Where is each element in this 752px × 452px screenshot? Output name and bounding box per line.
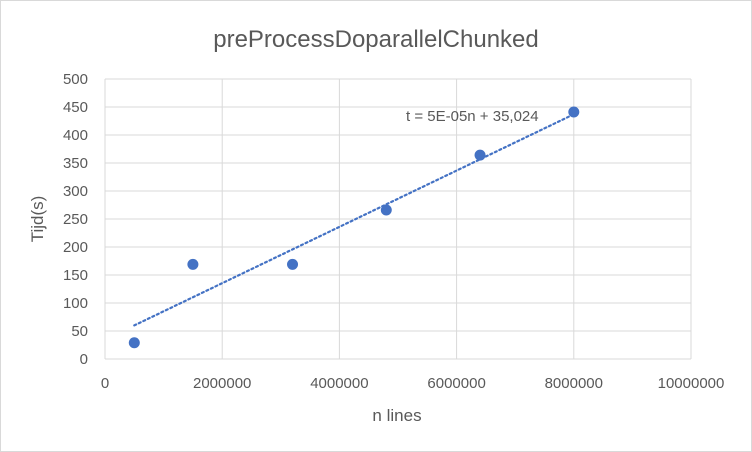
x-tick-label: 0: [101, 375, 109, 392]
x-axis-title: n lines: [372, 406, 421, 425]
x-axis-ticks: 0 2000000 4000000 6000000 8000000 10000000: [101, 375, 725, 392]
trendline-equation-label: t = 5E-05n + 35,024: [406, 108, 539, 125]
x-tick-label: 10000000: [658, 375, 725, 392]
y-tick-label: 450: [63, 99, 88, 116]
data-point: [187, 258, 199, 270]
x-tick-label: 4000000: [310, 375, 368, 392]
data-point: [568, 106, 580, 118]
x-tick-label: 8000000: [545, 375, 603, 392]
y-tick-label: 200: [63, 239, 88, 256]
x-tick-label: 6000000: [427, 375, 485, 392]
chart-title: preProcessDoparallelChunked: [213, 26, 539, 53]
grid-lines: [104, 78, 692, 360]
data-points: [128, 106, 580, 349]
trendline: [133, 113, 575, 327]
y-tick-label: 300: [63, 183, 88, 200]
data-point: [474, 149, 486, 161]
y-tick-label: 350: [63, 155, 88, 172]
data-point: [128, 337, 140, 349]
y-axis-title: Tijd(s): [28, 196, 47, 243]
y-tick-label: 500: [63, 71, 88, 88]
y-tick-label: 250: [63, 211, 88, 228]
y-tick-label: 400: [63, 127, 88, 144]
data-point: [380, 204, 392, 216]
data-point: [287, 258, 299, 270]
y-axis-ticks: 0 50 100 150 200 250 300 350 400 450 500: [63, 71, 88, 368]
y-tick-label: 100: [63, 295, 88, 312]
y-tick-label: 0: [80, 351, 88, 368]
y-tick-label: 50: [71, 323, 88, 340]
x-tick-label: 2000000: [193, 375, 251, 392]
y-tick-label: 150: [63, 267, 88, 284]
